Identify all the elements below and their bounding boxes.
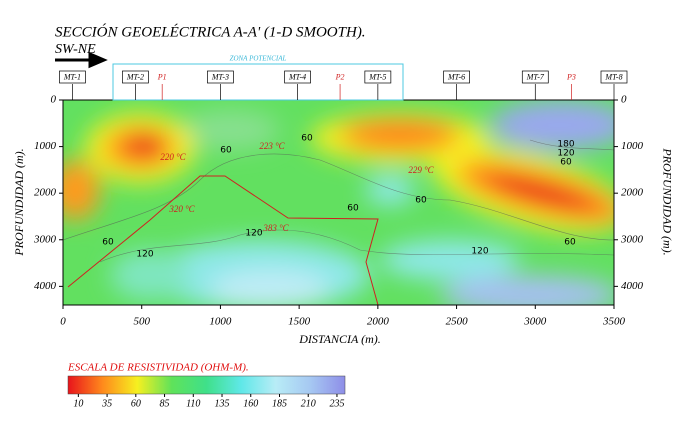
temperature-label: 320 °C <box>168 204 195 214</box>
subtitle: SW-NE <box>55 42 96 57</box>
station-label: P1 <box>157 72 167 81</box>
zone-label: ZONA POTENCIAL <box>230 55 287 63</box>
y-axis-label-right: PROFUNDIDAD (m). <box>660 147 674 255</box>
y-tick-label: 4000 <box>34 280 57 292</box>
colorbar-tick-label: 135 <box>215 398 230 409</box>
x-tick-label: 0 <box>60 316 66 328</box>
colorbar-tick-label: 185 <box>272 398 287 409</box>
station-label: P3 <box>566 72 576 81</box>
contour-label: 60 <box>301 134 313 144</box>
direction-arrow <box>55 51 108 69</box>
contour-label: 180 <box>557 140 574 150</box>
station-label: MT-4 <box>288 72 306 81</box>
y-tick-label-right: 4000 <box>621 280 644 292</box>
contour-label: 120 <box>557 149 574 159</box>
y-tick-label: 2000 <box>34 187 57 199</box>
contour-label: 120 <box>136 250 153 260</box>
contour-label: 60 <box>347 204 359 214</box>
colorbar-tick-label: 35 <box>101 398 112 409</box>
y-tick-label-right: 2000 <box>621 187 644 199</box>
station-label: MT-3 <box>211 72 229 81</box>
colorbar-tick-label: 235 <box>329 398 344 409</box>
station-label: MT-5 <box>368 72 386 81</box>
colorbar-tick-label: 85 <box>160 398 170 409</box>
y-tick-label-right: 3000 <box>620 233 644 245</box>
station-box <box>521 70 549 84</box>
contour-label: 60 <box>560 158 572 168</box>
x-tick-label: 1000 <box>209 316 232 328</box>
y-tick-label-right: 0 <box>621 94 627 106</box>
x-tick-label: 500 <box>133 316 150 328</box>
station-label: MT-7 <box>526 72 545 81</box>
contour-label: 120 <box>245 229 262 239</box>
contour-label: 60 <box>220 146 232 156</box>
station-box <box>364 70 392 84</box>
contour-label: 60 <box>564 238 576 248</box>
station-label: MT-6 <box>447 72 465 81</box>
station-label: MT-2 <box>126 72 144 81</box>
x-tick-label: 3000 <box>523 316 547 328</box>
x-tick-label: 2500 <box>446 316 469 328</box>
station-box <box>443 70 470 84</box>
resistivity-map <box>63 100 614 305</box>
x-tick-label: 3500 <box>602 316 626 328</box>
station-label: MT-8 <box>604 72 622 81</box>
colorbar-tick-label: 60 <box>131 398 141 409</box>
colorbar-tick-label: 160 <box>243 398 258 409</box>
isotherm-boundary <box>67 175 379 305</box>
y-axis-label: PROFUNDIDAD (m). <box>12 148 26 256</box>
station-label: MT-1 <box>63 72 81 81</box>
contour-lines <box>63 139 614 263</box>
x-tick-label: 1500 <box>288 316 311 328</box>
colorbar-title: ESCALA DE RESISTIVIDAD (OHM-M). <box>67 362 249 374</box>
x-axis-label: DISTANCIA (m). <box>298 332 381 346</box>
station-box <box>122 70 149 84</box>
station-box <box>207 70 234 84</box>
temperature-label: 383 °C <box>262 223 289 233</box>
colorbar-tick-label: 10 <box>73 398 83 409</box>
contour-label: 60 <box>415 196 427 206</box>
station-box <box>284 70 311 84</box>
temperature-label: 229 °C <box>408 165 434 175</box>
colorbar-tick-label: 210 <box>301 398 316 409</box>
colorbar <box>67 375 346 395</box>
y-tick-label: 1000 <box>34 140 57 152</box>
station-box <box>600 70 628 84</box>
y-tick-label: 0 <box>51 94 57 106</box>
y-tick-label: 3000 <box>33 233 57 245</box>
contour-label: 60 <box>102 238 114 248</box>
station-box <box>59 70 86 84</box>
temperature-label: 220 °C <box>160 152 186 162</box>
colorbar-tick-label: 110 <box>186 398 200 409</box>
temperature-label: 223 °C <box>259 141 285 151</box>
zone-box <box>112 63 404 101</box>
station-label: P2 <box>335 72 345 81</box>
x-tick-label: 2000 <box>367 316 390 328</box>
chart-title: SECCIÓN GEOELÉCTRICA A-A' (1-D SMOOTH). <box>55 23 366 40</box>
contour-label: 120 <box>471 247 488 257</box>
y-tick-label-right: 1000 <box>621 140 644 152</box>
